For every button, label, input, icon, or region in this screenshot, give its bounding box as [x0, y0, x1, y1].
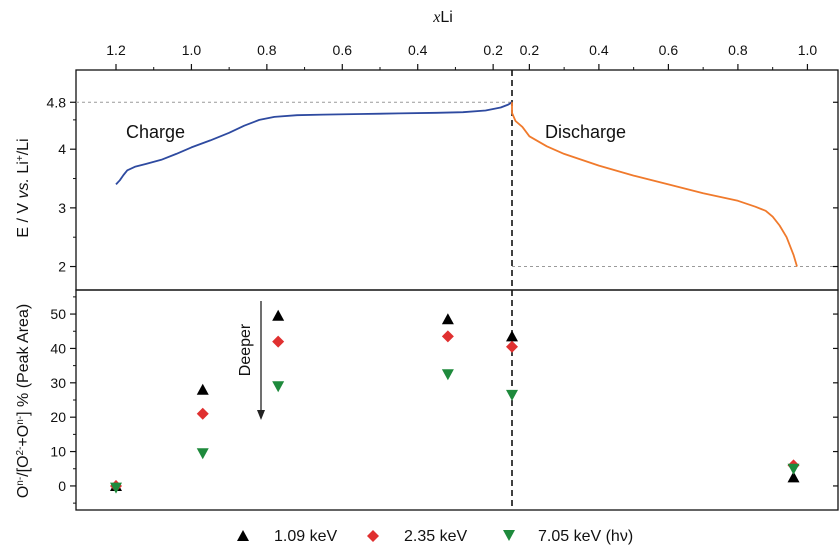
legend-marker-7-05kev	[503, 530, 515, 541]
top-x-tick-label-charge-0-8: 0.8	[257, 42, 277, 58]
point-7-05kev-discharge-0-96	[787, 463, 800, 475]
top-panel-ylabel: E / V vs. Li+/Li	[15, 138, 33, 237]
bottom-y-tick-label-0: 0	[58, 478, 66, 494]
point-7-05kev-charge-0-97	[196, 448, 209, 460]
top-x-tick-label-charge-0-4: 0.4	[408, 42, 428, 58]
point-7-05kev-charge-0-15	[506, 389, 518, 401]
legend-label-1-09kev: 1.09 keV	[274, 528, 337, 545]
bottom-y-tick-label-10: 10	[50, 444, 66, 460]
top-x-tick-label-charge-0-6: 0.6	[333, 42, 353, 58]
frame-layer	[75, 69, 839, 511]
top-y-tick-label-4: 4	[58, 141, 66, 157]
point-2-35kev-charge-0-97	[196, 407, 209, 420]
top-x-tick-label-discharge-0-8: 0.8	[728, 42, 748, 58]
charge-curve	[115, 101, 513, 186]
legend: 1.09 keV 2.35 keV 7.05 keV (hν)	[237, 528, 633, 545]
tick-layer: 1.2 1.0 0.8 0.6 0.4 0.2 0.2 0.4 0.6 0.8 1.0 2 3 4 4.8 0…	[47, 42, 838, 504]
bottom-y-tick-label-30: 30	[50, 375, 66, 391]
point-2-35kev-charge-0-15	[506, 340, 518, 353]
point-7-05kev-charge-1-2	[110, 482, 122, 494]
bottom-y-tick-label-40: 40	[50, 340, 66, 356]
bottom-y-tick-label-20: 20	[50, 409, 66, 425]
top-axis-title: xLi	[432, 9, 453, 26]
top-x-tick-label-charge-1-0: 1.0	[182, 42, 202, 58]
plot-layer	[110, 101, 800, 494]
top-x-tick-label-charge-0-2: 0.2	[483, 42, 503, 58]
reference-lines	[76, 70, 838, 510]
charge-series-label: Charge	[126, 122, 185, 142]
deeper-annotation: Deeper	[237, 301, 265, 420]
top-x-tick-label-discharge-1-0: 1.0	[798, 42, 818, 58]
bottom-panel-ylabel: On-/[O2-+On-] % (Peak Area)	[15, 304, 33, 498]
top-x-tick-label-discharge-0-4: 0.4	[589, 42, 609, 58]
legend-label-2-35kev: 2.35 keV	[404, 528, 467, 545]
deeper-arrow-head	[257, 410, 265, 420]
point-1-09kev-charge-0-15	[506, 330, 518, 342]
point-1-09kev-charge-0-77	[272, 309, 285, 321]
point-7-05kev-charge-0-77	[272, 381, 285, 393]
legend-label-7-05kev: 7.05 keV (hν)	[538, 528, 633, 545]
deeper-label: Deeper	[237, 323, 254, 376]
top-y-tick-label-2: 2	[58, 259, 66, 275]
discharge-curve	[511, 102, 798, 267]
top-panel-frame	[75, 69, 839, 291]
top-x-tick-label-discharge-0-2: 0.2	[520, 42, 540, 58]
point-1-09kev-discharge-0-96	[787, 471, 800, 483]
point-7-05kev-charge-0-32	[441, 369, 454, 381]
discharge-series-label: Discharge	[545, 122, 626, 142]
bottom-y-tick-label-50: 50	[50, 306, 66, 322]
point-1-09kev-charge-0-32	[441, 313, 454, 325]
point-1-09kev-charge-0-97	[196, 383, 209, 395]
top-y-tick-label-3: 3	[58, 200, 66, 216]
point-2-35kev-charge-0-32	[441, 330, 454, 343]
top-x-tick-label-discharge-0-6: 0.6	[659, 42, 679, 58]
legend-marker-1-09kev	[237, 530, 249, 541]
top-x-tick-label-charge-1-2: 1.2	[106, 42, 126, 58]
bottom-panel-frame	[75, 289, 839, 511]
top-y-tick-label-4-8: 4.8	[47, 94, 67, 110]
legend-marker-2-35kev	[367, 530, 379, 542]
point-2-35kev-charge-0-77	[272, 335, 285, 348]
